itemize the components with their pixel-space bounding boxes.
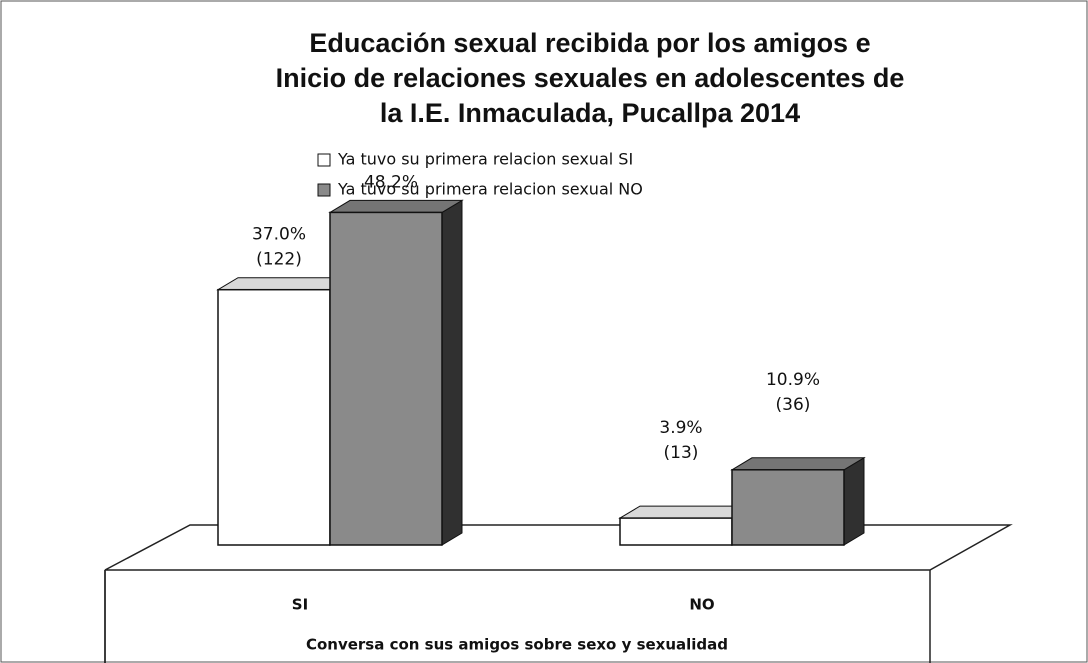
data-label: (36) <box>776 395 811 415</box>
bar-front <box>217 288 331 546</box>
x-axis-title: Conversa con sus amigos sobre sexo y sex… <box>306 636 728 654</box>
bar-front <box>329 211 443 546</box>
bar-side <box>441 199 463 546</box>
legend-label: Ya tuvo su primera relacion sexual SI <box>337 150 633 169</box>
legend-label: Ya tuvo su primera relacion sexual NO <box>337 180 643 199</box>
chart-title: Inicio de relaciones sexuales en adolesc… <box>276 63 905 93</box>
bar-front <box>619 517 733 546</box>
data-label: 48.2% <box>364 172 418 192</box>
bar <box>730 456 866 546</box>
bar-top <box>328 199 464 213</box>
data-label: 3.9% <box>659 418 702 438</box>
data-label: (122) <box>256 250 302 270</box>
bar-side <box>843 456 865 546</box>
bar-top <box>730 457 866 471</box>
x-tick-label: NO <box>689 596 714 614</box>
x-tick-label: SI <box>292 596 308 614</box>
data-label: (13) <box>664 443 699 463</box>
legend-swatch <box>317 183 331 197</box>
legend-swatch <box>317 153 331 167</box>
bar-front <box>731 469 845 546</box>
data-label: 37.0% <box>252 225 306 245</box>
data-label: 10.9% <box>766 370 820 390</box>
chart-title: Educación sexual recibida por los amigos… <box>309 28 870 58</box>
bar <box>328 199 464 546</box>
chart-title: la I.E. Inmaculada, Pucallpa 2014 <box>380 98 800 128</box>
